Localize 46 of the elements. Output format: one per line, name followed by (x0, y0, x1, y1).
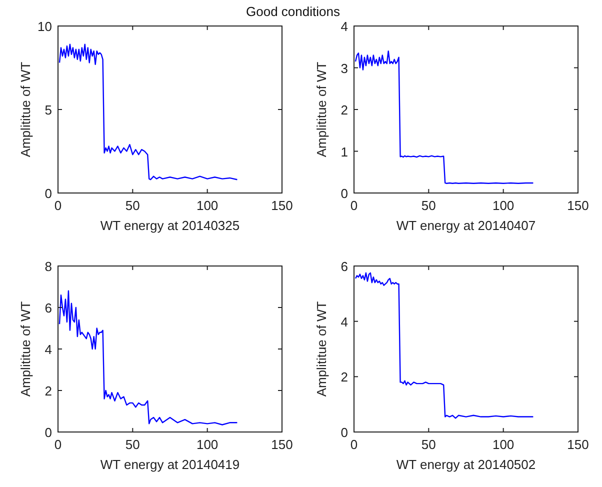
y-tick-label: 0 (340, 425, 348, 440)
x-tick-label: 50 (125, 198, 140, 213)
y-axis-title: Amplititue of WT (18, 62, 33, 158)
line-series (58, 44, 238, 180)
x-tick-label: 150 (271, 437, 293, 452)
x-tick-label: 50 (421, 198, 436, 213)
x-tick-label: 0 (54, 437, 62, 452)
y-tick-label: 6 (44, 300, 52, 316)
x-tick-label: 100 (196, 198, 218, 213)
line-series (354, 272, 534, 419)
y-tick-label: 5 (44, 102, 52, 118)
y-tick-label: 2 (340, 370, 348, 385)
y-tick-label: 8 (44, 259, 52, 274)
y-axis-title: Amplititue of WT (314, 301, 329, 397)
line-series (354, 50, 534, 184)
y-tick-label: 6 (340, 259, 348, 274)
y-tick-label: 2 (44, 384, 52, 398)
y-tick-label: 2 (340, 102, 348, 118)
x-tick-label: 100 (492, 198, 514, 213)
x-tick-label: 100 (196, 437, 218, 452)
y-tick-label: 0 (340, 186, 348, 201)
x-tick-label: 0 (350, 198, 358, 213)
x-tick-label: 50 (125, 437, 140, 452)
x-tick-label: 0 (350, 437, 358, 452)
y-tick-label: 4 (44, 342, 52, 357)
y-tick-label: 3 (340, 60, 348, 76)
x-tick-label: 100 (492, 437, 514, 452)
y-axis-title: Amplititue of WT (18, 301, 33, 397)
y-tick-label: 4 (340, 314, 348, 330)
y-tick-label: 10 (38, 19, 52, 34)
x-tick-label: 0 (54, 198, 62, 213)
x-axis-title: WT energy at 20140502 (396, 457, 536, 472)
y-tick-label: 4 (340, 19, 348, 34)
chart-title: Good conditions (246, 4, 340, 19)
x-tick-label: 150 (567, 198, 589, 213)
y-tick-label: 0 (44, 425, 52, 440)
y-tick-label: 0 (44, 186, 52, 201)
x-axis-title: WT energy at 20140325 (100, 218, 240, 233)
x-tick-label: 50 (421, 437, 436, 452)
y-axis-title: Amplititue of WT (314, 62, 329, 158)
line-series (58, 290, 238, 426)
x-axis-title: WT energy at 20140407 (396, 218, 536, 233)
x-tick-label: 150 (271, 198, 293, 213)
x-axis-title: WT energy at 20140419 (100, 457, 240, 472)
x-tick-label: 150 (567, 437, 589, 452)
y-tick-label: 1 (340, 144, 348, 160)
